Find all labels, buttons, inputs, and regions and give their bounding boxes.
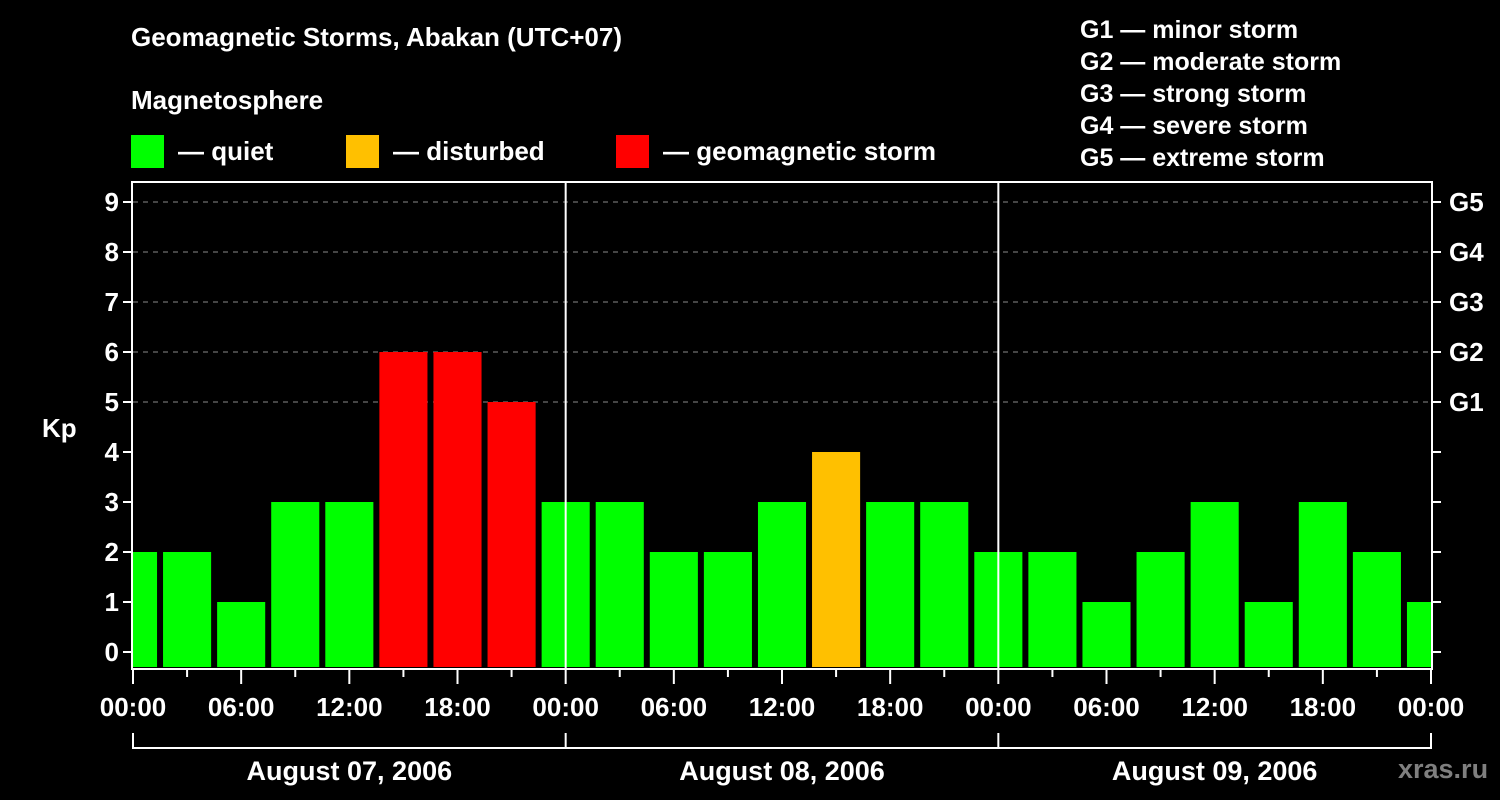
- legend-item-storm: — geomagnetic storm: [616, 134, 936, 168]
- storm-scale-g1: G1 — minor storm: [1080, 16, 1299, 44]
- storm-scale-legend: G1 — minor storm G2 — moderate storm G3 …: [1080, 14, 1341, 174]
- kp-bar: [703, 552, 752, 667]
- legend-swatch-quiet: [131, 134, 164, 168]
- g-level-label: G2: [1449, 337, 1484, 367]
- kp-bar: [325, 502, 374, 667]
- legend-item-disturbed: — disturbed: [346, 134, 545, 168]
- storm-scale-g3: G3 — strong storm: [1080, 80, 1307, 108]
- x-tick-label: 00:00: [100, 692, 167, 722]
- x-tick-label: 12:00: [1181, 692, 1248, 722]
- kp-bar: [1028, 552, 1077, 667]
- kp-bar: [163, 552, 212, 667]
- day-label: August 08, 2006: [679, 756, 885, 786]
- kp-bar: [812, 452, 861, 667]
- y-tick-label: 5: [105, 387, 119, 417]
- y-tick-label: 7: [105, 287, 119, 317]
- y-tick-label: 3: [105, 487, 119, 517]
- g-level-label: G3: [1449, 287, 1484, 317]
- kp-bar: [595, 502, 644, 667]
- kp-bar: [649, 552, 698, 667]
- y-tick-label: 6: [105, 337, 119, 367]
- g-level-label: G4: [1449, 237, 1484, 267]
- kp-bar: [1082, 602, 1131, 667]
- storm-scale-g4: G4 — severe storm: [1080, 112, 1308, 140]
- x-tick-label: 18:00: [857, 692, 924, 722]
- x-tick-label: 12:00: [749, 692, 816, 722]
- storm-scale-g2: G2 — moderate storm: [1080, 48, 1342, 76]
- y-tick-label: 4: [105, 437, 120, 467]
- legend-label: — quiet: [178, 135, 274, 166]
- y-tick-label: 0: [105, 637, 119, 667]
- x-tick-label: 06:00: [641, 692, 708, 722]
- x-tick-label: 00:00: [532, 692, 599, 722]
- kp-bar: [1406, 602, 1431, 667]
- kp-bar: [1136, 552, 1185, 667]
- legend-swatch-disturbed: [346, 134, 379, 168]
- kp-bar: [1352, 552, 1401, 667]
- legend-title: Magnetosphere: [131, 85, 324, 115]
- watermark: xras.ru: [1398, 754, 1489, 784]
- kp-bar: [379, 352, 428, 667]
- day-label: August 09, 2006: [1112, 756, 1318, 786]
- g-level-label: G1: [1449, 387, 1484, 417]
- kp-bar: [433, 352, 482, 667]
- kp-bar: [1298, 502, 1347, 667]
- kp-bars: [133, 352, 1431, 667]
- y-tick-label: 1: [105, 587, 119, 617]
- x-tick-label: 06:00: [208, 692, 275, 722]
- kp-bar: [487, 402, 536, 667]
- x-tick-label: 18:00: [424, 692, 491, 722]
- x-tick-label: 06:00: [1073, 692, 1140, 722]
- x-tick-label: 18:00: [1290, 692, 1357, 722]
- x-tick-label: 12:00: [316, 692, 383, 722]
- y-tick-label: 2: [105, 537, 119, 567]
- kp-bar: [217, 602, 266, 667]
- legend-item-quiet: — quiet: [131, 134, 273, 168]
- y-tick-label: 8: [105, 237, 119, 267]
- kp-bar: [271, 502, 320, 667]
- g-level-label: G5: [1449, 187, 1484, 217]
- gridlines: [133, 201, 1431, 403]
- chart-title: Geomagnetic Storms, Abakan (UTC+07): [131, 22, 622, 52]
- y-axis-label: Kp: [42, 413, 77, 443]
- legend-swatch-storm: [616, 134, 649, 168]
- legend-label: — geomagnetic storm: [663, 135, 937, 166]
- storm-scale-g5: G5 — extreme storm: [1080, 144, 1325, 172]
- kp-bar: [133, 552, 158, 667]
- kp-bar: [757, 502, 807, 667]
- day-label: August 07, 2006: [247, 756, 453, 786]
- y-tick-label: 9: [105, 187, 119, 217]
- x-tick-label: 00:00: [965, 692, 1032, 722]
- kp-bar: [1244, 602, 1293, 667]
- axes: 0 1 2 3 4 5 6 7 8 9 G1 G2 G3 G4 G5 00:00 06:00 12:00 18:00…: [100, 181, 1484, 786]
- x-tick-label: 00:00: [1398, 692, 1465, 722]
- legend-label: — disturbed: [393, 135, 545, 166]
- kp-bar: [1190, 502, 1239, 667]
- kp-bar: [920, 502, 969, 667]
- kp-bar: [866, 502, 915, 667]
